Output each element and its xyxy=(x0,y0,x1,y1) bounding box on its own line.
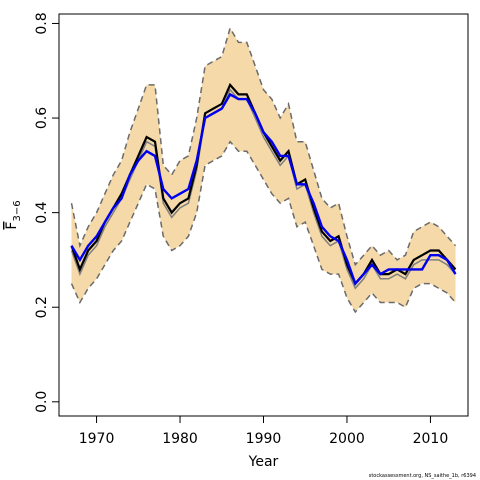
y-axis-title-subscript: 3−6 xyxy=(12,200,23,221)
y-tick-label: 0.0 xyxy=(34,391,50,413)
x-axis: 1970 1980 1990 2000 2010 xyxy=(79,416,449,447)
y-axis-title-base: F xyxy=(4,222,20,230)
x-axis-title: Year xyxy=(248,454,279,470)
x-tick-label: 2000 xyxy=(329,431,365,447)
y-axis-title: F3−6 xyxy=(4,200,23,229)
y-tick-label: 0.6 xyxy=(34,107,50,129)
x-tick-label: 1990 xyxy=(246,431,282,447)
blue-estimate-line xyxy=(70,92,457,286)
y-axis: 0.0 0.2 0.4 0.6 0.8 xyxy=(34,12,59,413)
y-tick-label: 0.8 xyxy=(34,12,50,34)
x-tick-label: 1970 xyxy=(79,431,115,447)
svg-text:F3−6: F3−6 xyxy=(4,200,23,229)
source-caption: stockassessment.org, NS_saithe_1b, r6394 xyxy=(369,473,476,479)
plot-area xyxy=(70,26,457,314)
x-tick-label: 1980 xyxy=(162,431,198,447)
lower-bound-line xyxy=(70,140,457,314)
y-tick-label: 0.4 xyxy=(34,201,50,223)
x-tick-label: 2010 xyxy=(413,431,449,447)
upper-bound-line xyxy=(70,26,457,267)
y-tick-label: 0.2 xyxy=(34,296,50,318)
confidence-band xyxy=(71,28,456,312)
